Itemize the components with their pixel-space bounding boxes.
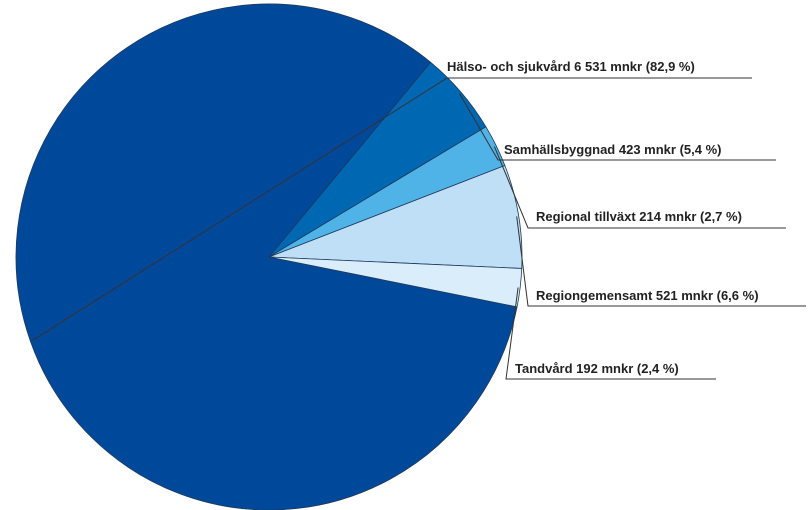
slices-layer bbox=[15, 3, 523, 510]
slice-label: Hälso- och sjukvård 6 531 mnkr (82,9 %) bbox=[447, 59, 695, 74]
slice-label: Samhällsbyggnad 423 mnkr (5,4 %) bbox=[504, 142, 721, 157]
leader-line bbox=[516, 216, 806, 307]
labels-layer: Hälso- och sjukvård 6 531 mnkr (82,9 %) S… bbox=[32, 59, 806, 380]
slice-label: Regiongemensamt 521 mnkr (6,6 %) bbox=[536, 288, 759, 303]
leader-line bbox=[505, 287, 716, 380]
leader-line bbox=[459, 93, 776, 161]
pie-slice-tandvård bbox=[268, 256, 523, 308]
slice-label: Tandvård 192 mnkr (2,4 %) bbox=[515, 361, 679, 376]
slice-label: Regional tillväxt 214 mnkr (2,7 %) bbox=[536, 209, 742, 224]
leader-line bbox=[32, 77, 752, 342]
pie-slice-hälso-och-sjukvård bbox=[15, 3, 518, 510]
leader-line bbox=[493, 146, 786, 229]
